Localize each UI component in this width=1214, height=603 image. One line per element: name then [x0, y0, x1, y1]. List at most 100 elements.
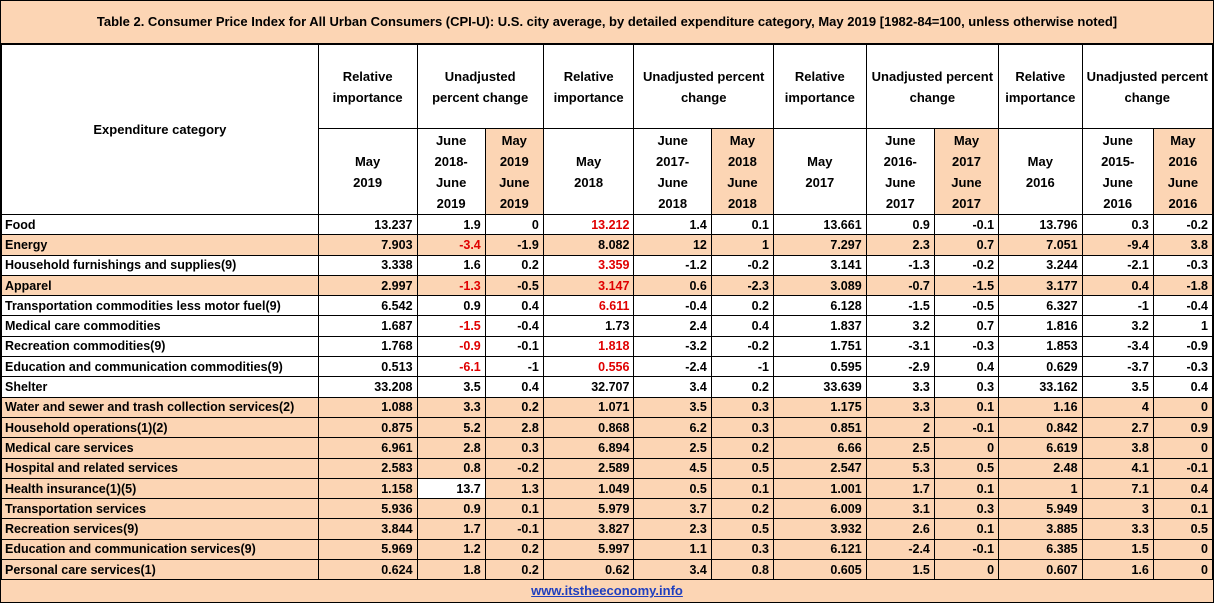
value-cell: -0.1	[484, 518, 544, 540]
value-cell: 6.2	[633, 416, 712, 439]
value-cell: 6.385	[998, 538, 1083, 561]
value-cell: 3.8	[1081, 437, 1154, 459]
table-row: Hospital and related services 2.583 0.8 -0.…	[1, 457, 1214, 479]
header-period-annual: June 2018- June 2019	[416, 128, 486, 215]
value-cell: 0.2	[484, 538, 544, 561]
header-line: 2017-	[656, 153, 690, 169]
value-cell: 3.1	[865, 498, 935, 520]
table-row: Transportation services 5.936 0.9 0.1 5.979 3…	[1, 498, 1214, 520]
value-cell: -0.3	[1152, 356, 1214, 378]
category-cell: Education and communication commodities(…	[1, 356, 319, 378]
value-cell: 1.816	[998, 315, 1083, 337]
value-cell: 2.8	[484, 416, 544, 439]
value-cell: -0.5	[484, 274, 544, 297]
value-cell: 1.4	[633, 213, 712, 236]
value-cell: 0.2	[710, 376, 774, 398]
table-row: Education and communication services(9) 5…	[1, 538, 1214, 561]
value-cell: -0.3	[933, 335, 1000, 358]
table-row: Food 13.237 1.9 0 13.212 1.4 0.1 13.661 0.9 -0.1 1…	[1, 213, 1214, 236]
table-title: Table 2. Consumer Price Index for All Ur…	[1, 1, 1213, 44]
value-cell: 4	[1081, 396, 1154, 418]
value-cell: 2.547	[772, 457, 867, 479]
category-cell: Transportation services	[1, 498, 319, 520]
value-cell: -2.4	[633, 356, 712, 378]
header-line: June	[1102, 174, 1133, 190]
value-cell: 1.751	[772, 335, 867, 358]
value-cell: 8.082	[542, 234, 635, 256]
table-row: Water and sewer and trash collection ser…	[1, 396, 1214, 418]
header-line: 2016	[1025, 174, 1055, 190]
value-cell: -0.1	[933, 538, 1000, 561]
value-cell: 0.624	[317, 559, 418, 581]
value-cell: -2.4	[865, 538, 935, 561]
value-cell: 0.5	[1152, 518, 1214, 540]
value-cell: 0.605	[772, 559, 867, 581]
value-cell: 6.619	[998, 437, 1083, 459]
value-cell: 3.5	[1081, 376, 1154, 398]
value-cell: 1.071	[542, 396, 635, 418]
value-cell: 7.297	[772, 234, 867, 256]
value-cell: 1.6	[1081, 559, 1154, 581]
value-cell: -1.3	[416, 274, 486, 297]
value-cell: -0.5	[933, 295, 1000, 317]
value-cell: 0	[1152, 437, 1214, 459]
value-cell: -0.4	[1152, 295, 1214, 317]
value-cell: -3.1	[865, 335, 935, 358]
value-cell: 0.3	[710, 538, 774, 561]
category-cell: Health insurance(1)(5)	[1, 477, 319, 500]
header-period: May 2019	[317, 128, 418, 215]
value-cell: 0.2	[484, 254, 544, 276]
table-row: Medical care services 6.961 2.8 0.3 6.894 2.5…	[1, 437, 1214, 459]
value-cell: 0.9	[416, 295, 486, 317]
value-cell: 3.3	[1081, 518, 1154, 540]
value-cell: 5.997	[542, 538, 635, 561]
value-cell: 2.3	[633, 518, 712, 540]
value-cell: 0.3	[933, 376, 1000, 398]
value-cell: -0.2	[933, 254, 1000, 276]
category-cell: Energy	[1, 234, 319, 256]
table-header: Expenditure category Relative importance U…	[1, 44, 1214, 215]
header-line: May	[729, 132, 756, 148]
value-cell: 4.1	[1081, 457, 1154, 479]
value-cell: 0.4	[933, 356, 1000, 378]
value-cell: 33.162	[998, 376, 1083, 398]
website-link[interactable]: www.itstheeconomy.info	[531, 583, 683, 599]
table-row: Household operations(1)(2) 0.875 5.2 2.8 0.8…	[1, 416, 1214, 439]
header-period-monthly: May 2019 June 2019	[484, 128, 544, 215]
value-cell: 0	[1152, 538, 1214, 561]
value-cell: -1.3	[865, 254, 935, 276]
value-cell: 0	[1152, 559, 1214, 581]
value-cell: -0.3	[1152, 254, 1214, 276]
value-cell: 0.9	[865, 213, 935, 236]
header-line: 2017	[885, 195, 915, 211]
table-row: Recreation services(9) 3.844 1.7 -0.1 3.827 2…	[1, 518, 1214, 540]
value-cell: 0.7	[933, 234, 1000, 256]
table-row: Education and communication commodities(…	[1, 356, 1214, 378]
value-cell: 0.2	[484, 396, 544, 418]
value-cell: -3.7	[1081, 356, 1154, 378]
header-line: 2018	[727, 153, 757, 169]
value-cell: -0.2	[1152, 213, 1214, 236]
value-cell: 1.818	[542, 335, 635, 358]
table-row: Personal care services(1) 0.624 1.8 0.2 0.62…	[1, 559, 1214, 581]
table-row: Medical care commodities 1.687 -1.5 -0.4 1.7…	[1, 315, 1214, 337]
value-cell: 3.4	[633, 376, 712, 398]
value-cell: 1.158	[317, 477, 418, 500]
value-cell: 0.3	[933, 498, 1000, 520]
value-cell: 3.3	[865, 376, 935, 398]
value-cell: 3.2	[1081, 315, 1154, 337]
value-cell: 3.7	[633, 498, 712, 520]
value-cell: -6.1	[416, 356, 486, 378]
value-cell: 6.542	[317, 295, 418, 317]
header-line: 2018	[658, 195, 688, 211]
value-cell: -3.2	[633, 335, 712, 358]
value-cell: 3.147	[542, 274, 635, 297]
value-cell: 1.73	[542, 315, 635, 337]
value-cell: 0.5	[710, 457, 774, 479]
header-line: 2016	[1168, 153, 1198, 169]
value-cell: -1	[710, 356, 774, 378]
category-cell: Medical care services	[1, 437, 319, 459]
value-cell: 0.556	[542, 356, 635, 378]
value-cell: 0.7	[933, 315, 1000, 337]
